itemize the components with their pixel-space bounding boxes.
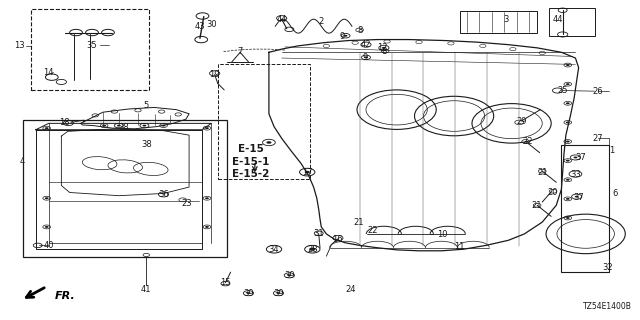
Text: 10: 10 [437, 230, 448, 239]
Text: 15: 15 [220, 278, 231, 287]
Text: 2: 2 [319, 17, 324, 26]
Text: 12: 12 [378, 43, 388, 52]
Text: 22: 22 [367, 226, 378, 235]
Text: E-15-1: E-15-1 [232, 156, 269, 167]
Text: 22: 22 [522, 137, 532, 146]
Text: 39: 39 [284, 271, 294, 280]
Circle shape [45, 127, 49, 129]
Text: 44: 44 [552, 15, 563, 24]
Circle shape [143, 124, 147, 126]
Circle shape [102, 124, 106, 126]
Text: 34: 34 [269, 245, 279, 254]
Text: 18: 18 [59, 118, 70, 127]
Text: 33: 33 [570, 170, 581, 179]
Circle shape [45, 197, 49, 199]
Text: E-15-2: E-15-2 [232, 169, 269, 179]
Circle shape [309, 248, 316, 251]
Text: 43: 43 [195, 22, 205, 31]
Text: 28: 28 [307, 245, 317, 254]
Circle shape [344, 35, 348, 37]
Text: 19: 19 [209, 70, 220, 79]
Circle shape [266, 141, 271, 144]
Circle shape [566, 64, 570, 66]
Bar [561, 145, 609, 272]
Circle shape [205, 127, 209, 129]
Text: 40: 40 [44, 241, 54, 250]
Circle shape [566, 179, 570, 181]
Text: 3: 3 [504, 15, 509, 24]
Text: E-15: E-15 [238, 144, 264, 154]
Circle shape [575, 196, 579, 197]
Circle shape [45, 226, 49, 228]
Circle shape [364, 56, 368, 58]
Bar [31, 9, 150, 90]
Circle shape [246, 292, 250, 294]
Text: 27: 27 [593, 134, 603, 143]
Text: 8: 8 [357, 27, 362, 36]
Text: TZ54E1400B: TZ54E1400B [583, 302, 632, 311]
Text: 38: 38 [118, 123, 129, 132]
Text: 37: 37 [573, 193, 584, 202]
Text: 41: 41 [141, 284, 152, 293]
Text: 7: 7 [237, 47, 243, 56]
Circle shape [276, 292, 280, 294]
Text: FR.: FR. [54, 291, 75, 301]
Circle shape [566, 160, 570, 162]
Text: 36: 36 [158, 190, 169, 199]
Circle shape [573, 156, 577, 158]
Text: 23: 23 [182, 198, 193, 207]
Bar [218, 64, 310, 179]
Text: 39: 39 [243, 289, 254, 298]
Text: 17: 17 [302, 168, 312, 177]
Text: 42: 42 [361, 40, 371, 49]
Text: 9: 9 [340, 32, 345, 41]
Circle shape [566, 102, 570, 104]
Text: 35: 35 [86, 41, 97, 51]
Text: 24: 24 [346, 285, 356, 294]
Circle shape [566, 217, 570, 219]
Bar [548, 8, 595, 36]
Circle shape [305, 171, 310, 173]
Text: 11: 11 [454, 242, 465, 251]
Circle shape [205, 197, 209, 199]
Text: 29: 29 [516, 117, 527, 126]
Circle shape [287, 274, 291, 276]
Text: 21: 21 [532, 201, 542, 210]
Text: 20: 20 [548, 188, 558, 197]
Circle shape [382, 47, 386, 49]
Circle shape [566, 83, 570, 85]
Bar [23, 120, 227, 257]
Text: 21: 21 [537, 168, 547, 177]
Circle shape [117, 124, 121, 126]
Bar [461, 11, 537, 33]
Text: 8: 8 [381, 46, 387, 56]
Text: 4: 4 [20, 157, 25, 166]
Text: 5: 5 [143, 101, 149, 110]
Text: 14: 14 [44, 68, 54, 77]
Text: 44: 44 [276, 15, 287, 24]
Text: 32: 32 [602, 263, 612, 272]
Text: 21: 21 [353, 218, 364, 227]
Text: 39: 39 [273, 289, 284, 298]
Text: 16: 16 [333, 235, 343, 244]
Circle shape [566, 140, 570, 142]
Text: 1: 1 [609, 146, 614, 155]
Text: 30: 30 [206, 20, 217, 29]
Text: 13: 13 [14, 41, 25, 51]
Text: 25: 25 [557, 86, 568, 95]
Text: 38: 38 [141, 140, 152, 149]
Text: 31: 31 [314, 229, 324, 238]
Circle shape [566, 122, 570, 123]
Text: 9: 9 [362, 53, 367, 62]
Circle shape [205, 226, 209, 228]
Text: 6: 6 [612, 189, 618, 198]
Text: 26: 26 [593, 87, 603, 96]
Text: 37: 37 [575, 153, 586, 162]
Circle shape [566, 198, 570, 200]
Circle shape [162, 124, 166, 126]
